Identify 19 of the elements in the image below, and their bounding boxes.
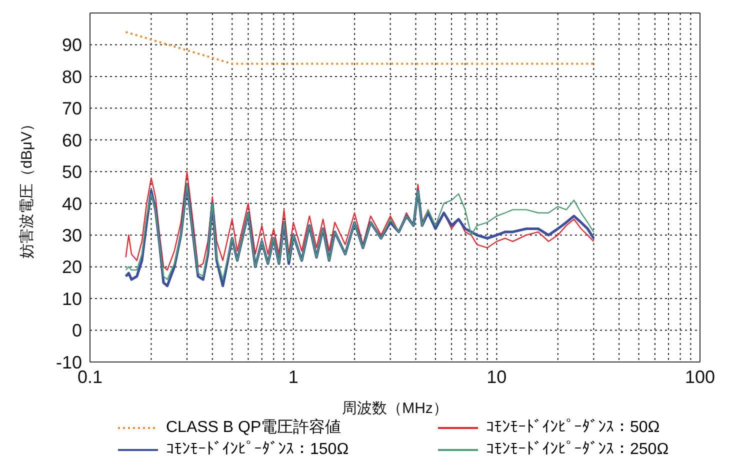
legend-label: CLASS B QP電圧許容値 <box>166 418 342 438</box>
legend-label: ｺﾓﾝﾓｰﾄﾞｲﾝﾋﾟｰﾀﾞﾝｽ：150Ω <box>166 440 349 459</box>
x-tick-label: 100 <box>684 366 716 387</box>
legend-label: ｺﾓﾝﾓｰﾄﾞｲﾝﾋﾟｰﾀﾞﾝｽ：250Ω <box>486 440 669 459</box>
y-tick-label: 80 <box>62 66 82 87</box>
x-tick-label: 10 <box>486 366 507 387</box>
y-tick-label: 60 <box>62 130 82 150</box>
y-tick-label: 40 <box>62 194 82 214</box>
y-tick-label: 0 <box>72 320 82 341</box>
y-tick-label: 20 <box>62 257 82 278</box>
x-tick-label: 1 <box>288 366 298 387</box>
y-tick-label: 50 <box>62 162 82 182</box>
x-axis-title: 周波数（MHz） <box>342 400 448 417</box>
y-tick-label: 10 <box>62 288 82 309</box>
y-tick-label: 70 <box>62 98 82 119</box>
y-tick-label: 90 <box>62 35 82 56</box>
y-tick-label: 30 <box>62 225 82 246</box>
y-axis-title: 妨害波電圧（dBμV） <box>18 116 36 258</box>
legend-label: ｺﾓﾝﾓｰﾄﾞｲﾝﾋﾟｰﾀﾞﾝｽ：50Ω <box>486 418 660 437</box>
